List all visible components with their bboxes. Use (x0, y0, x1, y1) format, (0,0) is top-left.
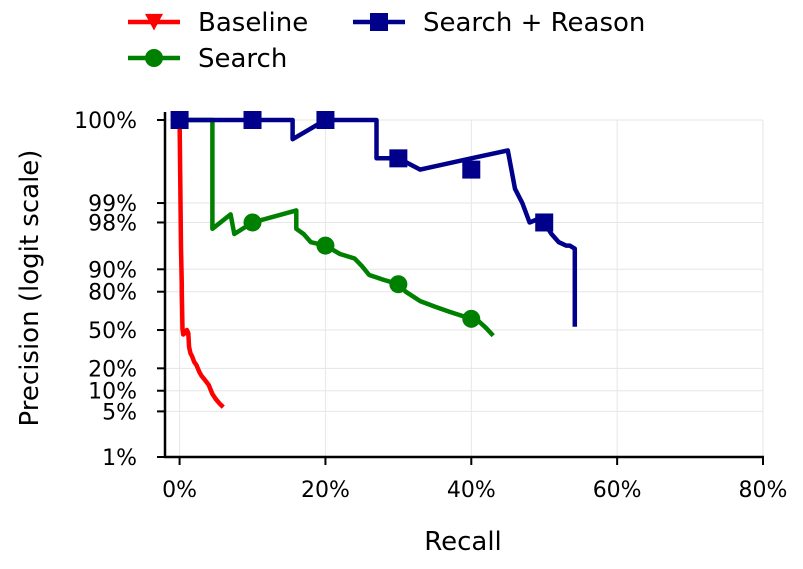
tick-labels: 0% 20% 40% 60% 80%1%5%10%20%50%80%90%98%99%1… (74, 109, 787, 503)
x-tick-label: 0% (162, 478, 197, 503)
y-tick-label: 99% (88, 192, 137, 217)
legend-entry-baseline: Baseline (128, 8, 308, 38)
y-tick-label: 100% (74, 109, 137, 134)
x-tick-label: 40% (447, 478, 496, 503)
y-tick-label: 20% (88, 357, 137, 382)
axes (157, 112, 764, 465)
marker-search-reason (389, 149, 408, 168)
series-line-search (179, 117, 495, 338)
x-tick-label: 60% (593, 478, 642, 503)
y-tick-label: 5% (102, 400, 137, 425)
marker-search (243, 213, 262, 232)
y-tick-label: 10% (88, 380, 137, 405)
marker-search (316, 236, 335, 255)
series-lines (177, 117, 578, 409)
y-tick-label: 1% (102, 446, 137, 471)
y-tick-label: 80% (88, 281, 137, 306)
y-tick-label: 50% (88, 319, 137, 344)
marker-search (389, 275, 408, 294)
legend: Baseline Search Search + Reason (128, 8, 645, 74)
marker-search-reason (462, 160, 481, 179)
y-axis-title: Precision (logit scale) (15, 150, 45, 427)
marker-search-reason (535, 213, 554, 232)
marker-search-reason (243, 111, 262, 129)
legend-swatch-marker (370, 13, 388, 31)
legend-swatch-marker (145, 49, 163, 67)
x-axis-title: Recall (424, 527, 502, 557)
legend-entry-search-reason: Search + Reason (353, 8, 645, 38)
legend-swatch-marker (145, 13, 163, 31)
series-line-baseline (177, 119, 225, 409)
legend-label: Search + Reason (423, 8, 645, 38)
legend-label: Search (198, 44, 287, 74)
x-tick-label: 20% (301, 478, 350, 503)
marker-search-reason (170, 111, 189, 129)
series-line-search-reason (179, 117, 578, 327)
marker-search-reason (316, 111, 335, 129)
series-markers (170, 111, 554, 328)
y-tick-label: 98% (88, 211, 137, 236)
y-tick-label: 90% (88, 258, 137, 283)
legend-entry-search: Search (128, 44, 287, 74)
x-tick-label: 80% (739, 478, 788, 503)
legend-label: Baseline (198, 8, 308, 38)
marker-search (462, 309, 481, 328)
